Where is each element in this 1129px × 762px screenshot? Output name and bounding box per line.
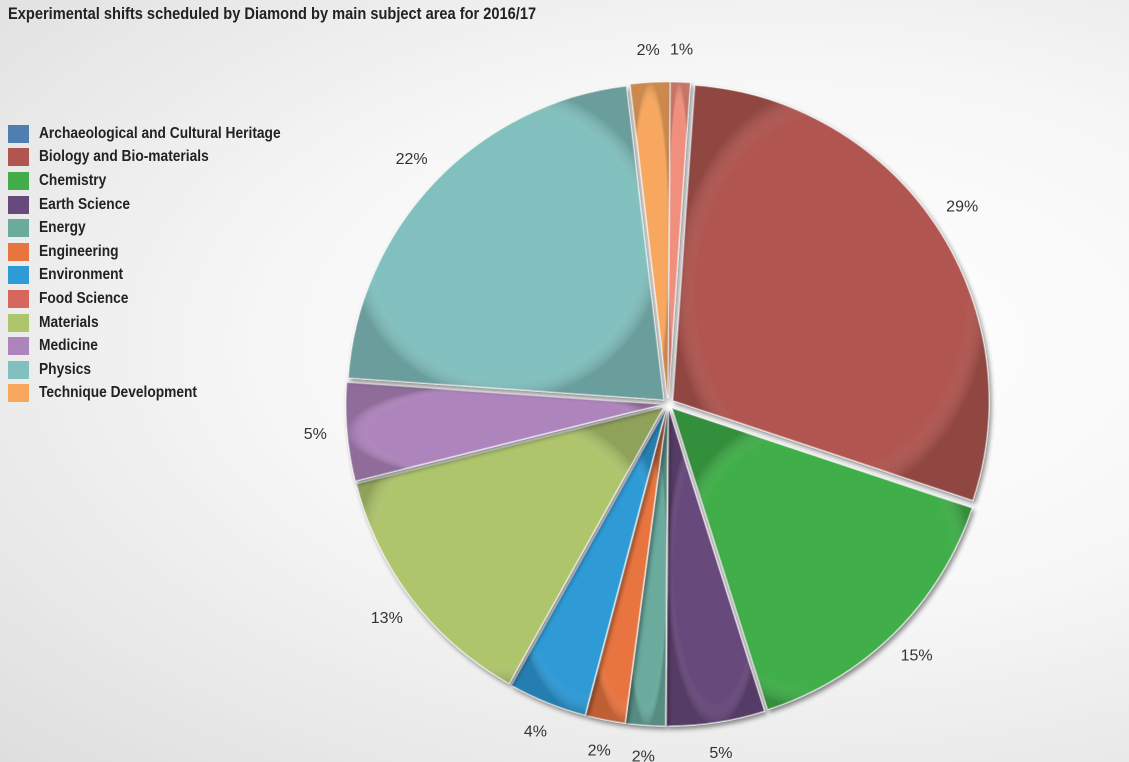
legend-swatch [8,124,29,143]
legend-label: Chemistry [39,171,107,189]
legend-label: Energy [39,219,86,237]
pie-slice-sheen [625,409,668,726]
legend-item-technique-development: Technique Development [8,382,320,406]
legend-swatch [8,219,29,238]
data-label-technique-development: 2% [637,42,660,59]
legend-item-environment: Environment [8,264,320,288]
pie-slice-sheen [586,409,667,724]
legend-swatch [8,313,29,332]
legend-swatch [8,242,29,261]
legend-label: Technique Development [39,384,198,402]
data-label-environment: 4% [524,723,547,740]
chart-title: Experimental shifts scheduled by Diamond… [8,4,537,23]
pie-slice-sheen [346,382,663,481]
legend-swatch [8,148,29,167]
legend-label: Medicine [39,337,98,355]
data-label-chemistry: 15% [901,647,933,664]
legend-item-food-science: Food Science [8,287,320,311]
legend-label: Biology and Bio-materials [39,148,209,166]
legend-item-earth-science: Earth Science [8,193,320,217]
legend-swatch [8,171,29,190]
data-label-energy: 2% [632,748,655,762]
legend-swatch [8,360,29,379]
legend-item-chemistry: Chemistry [8,169,320,193]
data-label-biology-and-bio-materials: 29% [946,198,978,215]
legend-label: Engineering [39,242,119,260]
data-label-materials: 13% [371,610,403,627]
legend-swatch [8,384,29,403]
legend-swatch [8,195,29,214]
data-label-medicine: 5% [304,426,327,443]
legend: Archaeological and Cultural Heritage Biol… [8,122,320,405]
pie-slice-sheen [672,408,973,710]
legend-item-materials: Materials [8,311,320,335]
data-label-engineering: 2% [588,743,611,760]
legend-label: Physics [39,360,92,378]
legend-item-engineering: Engineering [8,240,320,264]
data-label-physics: 22% [396,151,428,168]
pie-slice-sheen [672,85,989,501]
pie-slice-sheen [356,407,664,684]
legend-label: Earth Science [39,195,131,213]
legend-label: Environment [39,266,124,284]
pie-slice-sheen [348,86,664,400]
data-label-earth-science: 5% [709,745,732,762]
legend-swatch [8,289,29,308]
legend-swatch [8,266,29,285]
legend-label: Archaeological and Cultural Heritage [39,124,281,142]
pie-slice-sheen [511,409,666,716]
data-label-1: 1% [670,42,693,59]
legend-label: Materials [39,313,99,331]
pie-slice-sheen [668,82,691,398]
legend-item-biology-and-bio-materials: Biology and Bio-materials [8,146,320,170]
legend-swatch [8,337,29,356]
pie-slice-sheen [666,409,765,726]
legend-item-archaeological-and-cultural-heritage: Archaeological and Cultural Heritage [8,122,320,146]
legend-item-physics: Physics [8,358,320,382]
legend-item-medicine: Medicine [8,334,320,358]
legend-label: Food Science [39,289,129,307]
legend-item-energy: Energy [8,216,320,240]
pie-slice-sheen [630,82,670,399]
